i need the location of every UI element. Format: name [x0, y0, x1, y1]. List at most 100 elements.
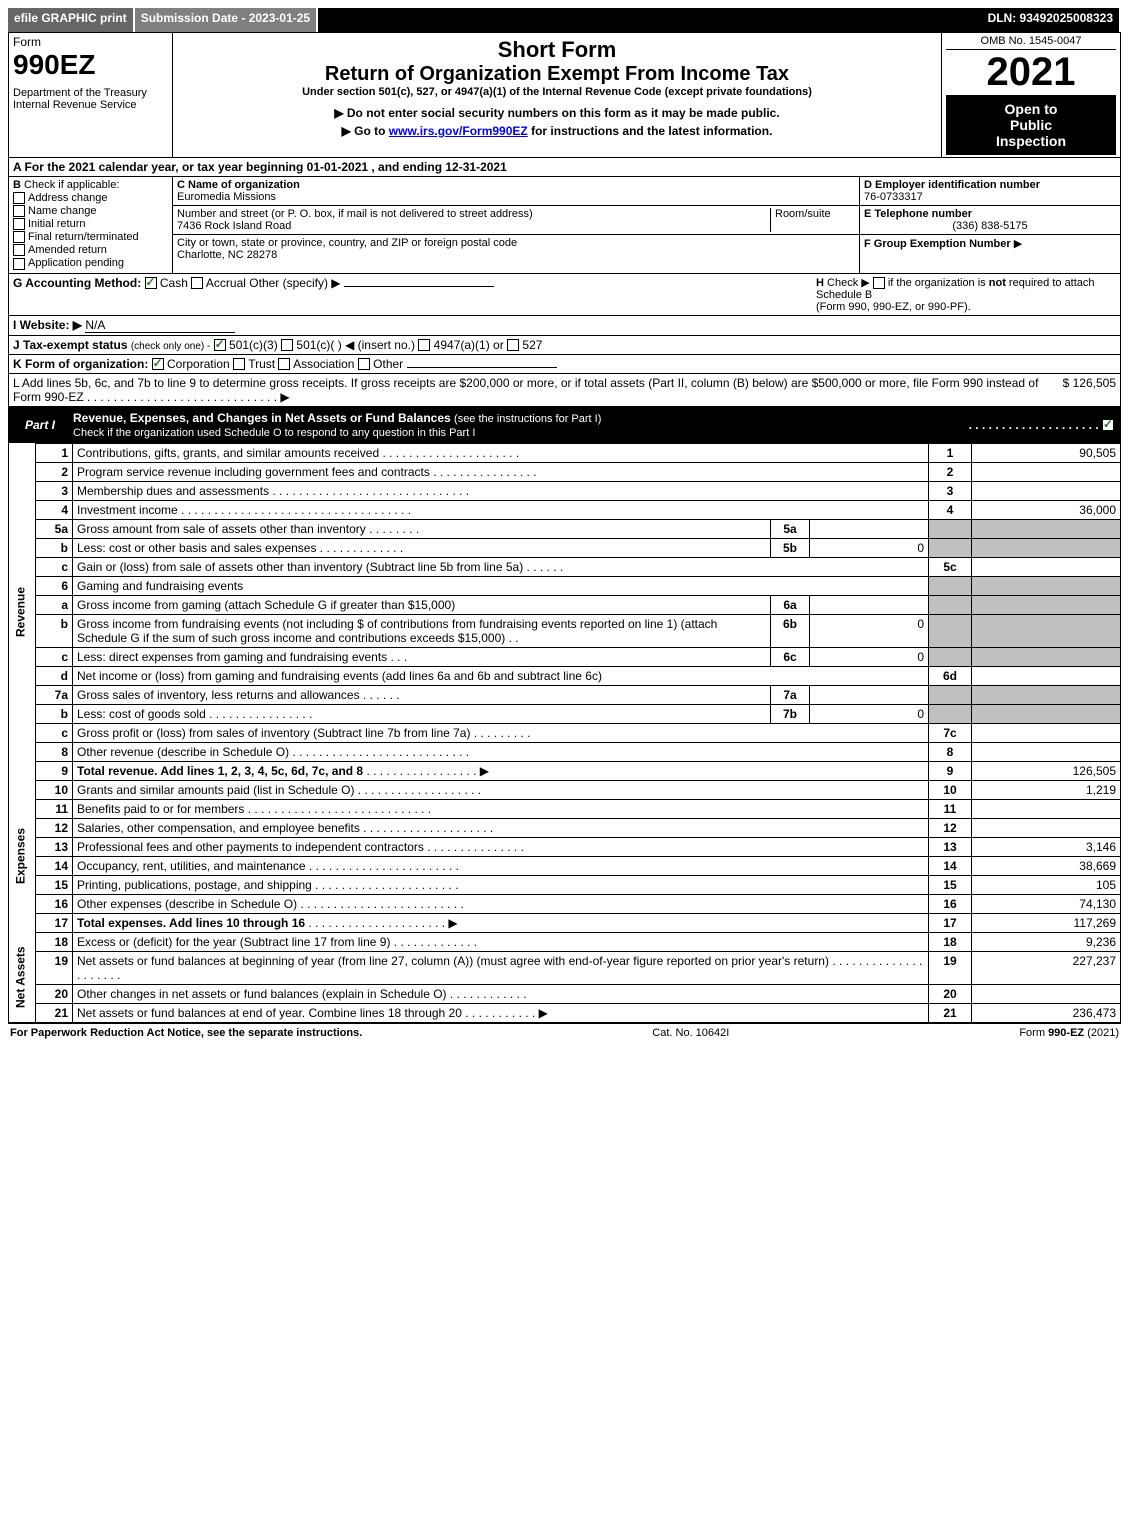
g-label: G Accounting Method:: [13, 276, 141, 290]
check-corporation[interactable]: [152, 358, 164, 370]
efile-print-label[interactable]: efile GRAPHIC print: [8, 8, 135, 32]
amt-11: [972, 799, 1121, 818]
top-bar: efile GRAPHIC print Submission Date - 20…: [8, 8, 1121, 32]
check-initial-return[interactable]: [13, 218, 25, 230]
check-4947[interactable]: [418, 339, 430, 351]
side-expenses: Expenses: [9, 780, 36, 932]
amt-17: 117,269: [972, 913, 1121, 932]
form-number: 990EZ: [13, 49, 96, 80]
amt-7b: 0: [810, 704, 929, 723]
row-i: I Website: ▶ N/A: [8, 316, 1121, 336]
dept-label: Department of the Treasury: [13, 87, 147, 99]
goto-rest: for instructions and the latest informat…: [531, 124, 772, 138]
amt-5b: 0: [810, 538, 929, 557]
amt-7a: [810, 685, 929, 704]
c-name-label: C Name of organization: [177, 179, 300, 191]
row-l: L Add lines 5b, 6c, and 7b to line 9 to …: [8, 374, 1121, 407]
addr-value: 7436 Rock Island Road: [177, 220, 291, 232]
open-to-public: Open to Public Inspection: [946, 95, 1116, 155]
check-trust[interactable]: [233, 358, 245, 370]
amt-5a: [810, 519, 929, 538]
row-g-h: G Accounting Method: Cash Accrual Other …: [8, 274, 1121, 316]
goto-label: Go to: [354, 124, 385, 138]
check-name-change[interactable]: [13, 205, 25, 217]
i-label: I Website: ▶: [13, 318, 82, 332]
check-501c[interactable]: [281, 339, 293, 351]
amt-9: 126,505: [972, 761, 1121, 780]
submission-date: Submission Date - 2023-01-25: [135, 8, 318, 32]
l-text: L Add lines 5b, 6c, and 7b to line 9 to …: [13, 376, 1038, 404]
check-association[interactable]: [278, 358, 290, 370]
ssn-warning: Do not enter social security numbers on …: [347, 106, 780, 120]
addr-label: Number and street (or P. O. box, if mail…: [177, 208, 533, 220]
check-cash[interactable]: [145, 277, 157, 289]
e-phone-label: E Telephone number: [864, 208, 972, 220]
form-header: Form 990EZ Department of the Treasury In…: [8, 32, 1121, 158]
amt-10: 1,219: [972, 780, 1121, 799]
d-ein-value: 76-0733317: [864, 191, 923, 203]
omb-number: OMB No. 1545-0047: [946, 35, 1116, 50]
e-phone-value: (336) 838-5175: [864, 220, 1116, 232]
amt-16: 74,130: [972, 894, 1121, 913]
j-label: J Tax-exempt status: [13, 338, 128, 352]
city-label: City or town, state or province, country…: [177, 237, 517, 249]
row-a-tax-year: A For the 2021 calendar year, or tax yea…: [8, 158, 1121, 177]
amt-15: 105: [972, 875, 1121, 894]
irs-label: Internal Revenue Service: [13, 99, 137, 111]
tax-year: 2021: [946, 50, 1116, 95]
amt-5c: [972, 557, 1121, 576]
check-address-change[interactable]: [13, 192, 25, 204]
title-return: Return of Organization Exempt From Incom…: [177, 63, 937, 86]
section-b-c-d-e-f: B Check if applicable: Address change Na…: [8, 177, 1121, 274]
amt-1: 90,505: [972, 443, 1121, 462]
check-527[interactable]: [507, 339, 519, 351]
b-label: B: [13, 179, 21, 191]
form-word: Form: [13, 35, 41, 49]
irs-link[interactable]: www.irs.gov/Form990EZ: [389, 124, 528, 138]
amt-7c: [972, 723, 1121, 742]
part-i-table: Revenue 1 Contributions, gifts, grants, …: [8, 443, 1121, 1023]
amt-12: [972, 818, 1121, 837]
part-i-label: Part I: [15, 416, 65, 434]
b-text: Check if applicable:: [24, 179, 119, 191]
check-schedule-o[interactable]: [1102, 419, 1114, 431]
amt-6c: 0: [810, 647, 929, 666]
h-label: H: [816, 277, 824, 289]
side-net-assets: Net Assets: [9, 932, 36, 1022]
room-suite-label: Room/suite: [771, 208, 855, 232]
amt-20: [972, 984, 1121, 1003]
amt-21: 236,473: [972, 1003, 1121, 1022]
org-name: Euromedia Missions: [177, 191, 276, 203]
amt-4: 36,000: [972, 500, 1121, 519]
check-final-return[interactable]: [13, 231, 25, 243]
part-i-hint: (see the instructions for Part I): [454, 413, 601, 425]
footer-left: For Paperwork Reduction Act Notice, see …: [10, 1027, 362, 1039]
check-other-org[interactable]: [358, 358, 370, 370]
part-i-sub: Check if the organization used Schedule …: [73, 427, 475, 439]
footer: For Paperwork Reduction Act Notice, see …: [8, 1023, 1121, 1042]
amt-13: 3,146: [972, 837, 1121, 856]
i-website-value: N/A: [85, 318, 235, 333]
amt-8: [972, 742, 1121, 761]
check-amended-return[interactable]: [13, 244, 25, 256]
check-h[interactable]: [873, 277, 885, 289]
title-short-form: Short Form: [177, 37, 937, 63]
check-501c3[interactable]: [214, 339, 226, 351]
amt-6a: [810, 595, 929, 614]
d-ein-label: D Employer identification number: [864, 179, 1040, 191]
check-application-pending[interactable]: [13, 258, 25, 270]
side-revenue: Revenue: [9, 443, 36, 780]
part-i-header: Part I Revenue, Expenses, and Changes in…: [8, 407, 1121, 443]
amt-3: [972, 481, 1121, 500]
part-i-title: Revenue, Expenses, and Changes in Net As…: [73, 411, 451, 425]
f-arrow: ▶: [1014, 238, 1022, 250]
k-label: K Form of organization:: [13, 357, 148, 371]
amt-2: [972, 462, 1121, 481]
city-value: Charlotte, NC 28278: [177, 249, 277, 261]
dln: DLN: 93492025008323: [318, 8, 1121, 32]
footer-form: 990-EZ: [1048, 1027, 1084, 1039]
l-value: $ 126,505: [1063, 376, 1116, 404]
check-accrual[interactable]: [191, 277, 203, 289]
footer-catno: Cat. No. 10642I: [652, 1027, 729, 1039]
amt-6d: [972, 666, 1121, 685]
